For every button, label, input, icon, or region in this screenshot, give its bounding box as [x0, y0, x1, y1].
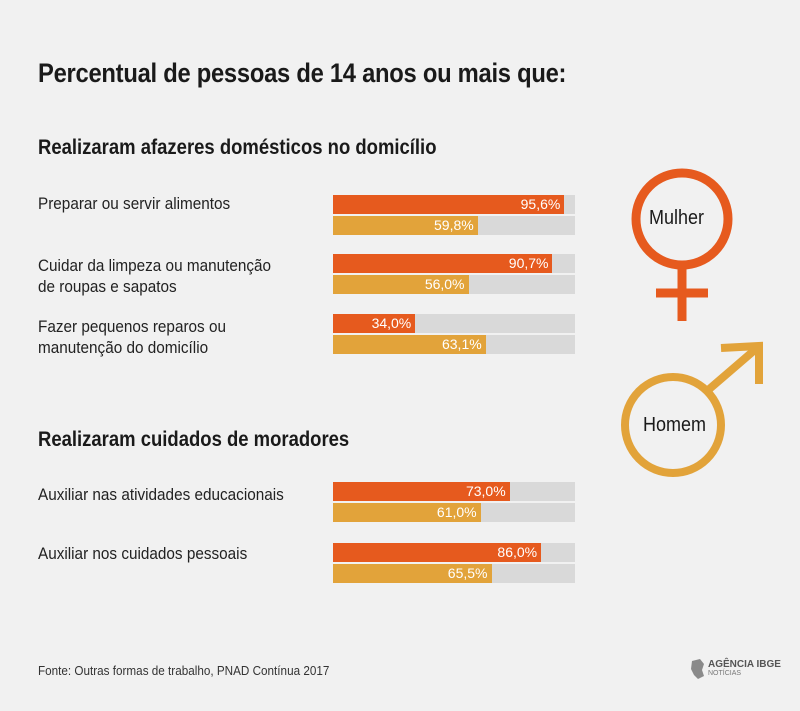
- agency-logo: AGÊNCIA IBGE NOTÍCIAS: [690, 658, 781, 680]
- bar-track: 61,0%: [333, 503, 575, 522]
- group-title-afazeres: Realizaram afazeres domésticos no domicí…: [38, 136, 437, 159]
- bar-track: 73,0%: [333, 482, 575, 501]
- data-label-mulher: 34,0%: [371, 315, 412, 331]
- bar-track: 65,5%: [333, 564, 575, 583]
- row-label: Auxiliar nos cuidados pessoais: [38, 544, 248, 563]
- female-symbol-icon: [631, 168, 733, 321]
- data-label-mulher: 90,7%: [508, 255, 549, 271]
- bar-track: 34,0%: [333, 314, 575, 333]
- data-label-mulher: 86,0%: [497, 544, 538, 560]
- group-title-cuidados: Realizaram cuidados de moradores: [38, 428, 350, 451]
- bar-track: 59,8%: [333, 216, 575, 235]
- row-label: Preparar ou servir alimentos: [38, 194, 231, 213]
- bar-mulher: 73,0%: [333, 482, 510, 501]
- data-label-mulher: 95,6%: [520, 196, 561, 212]
- bar-track: 86,0%: [333, 543, 575, 562]
- male-symbol-icon: [621, 341, 763, 477]
- logo-sub: NOTÍCIAS: [708, 670, 742, 677]
- bar-track: 63,1%: [333, 335, 575, 354]
- data-label-homem: 65,5%: [447, 565, 488, 581]
- bar-track: 56,0%: [333, 275, 575, 294]
- data-label-mulher: 73,0%: [465, 483, 506, 499]
- bar-mulher: 95,6%: [333, 195, 565, 214]
- bar-mulher: 86,0%: [333, 543, 542, 562]
- data-label-homem: 61,0%: [436, 504, 477, 520]
- row-label: Auxiliar nas atividades educacionais: [38, 485, 284, 504]
- bar-mulher: 90,7%: [333, 254, 553, 273]
- bar-track: 95,6%: [333, 195, 575, 214]
- bar-homem: 65,5%: [333, 564, 492, 583]
- row-label: Cuidar da limpeza ou manutenção: [38, 256, 272, 275]
- row-label: Fazer pequenos reparos ou: [38, 317, 226, 336]
- data-label-homem: 59,8%: [434, 217, 474, 233]
- row-label-line-2: de roupas e sapatos: [38, 277, 177, 296]
- bar-homem: 63,1%: [333, 335, 486, 354]
- bar-mulher: 34,0%: [333, 314, 416, 333]
- source-note: Fonte: Outras formas de trabalho, PNAD C…: [38, 663, 330, 678]
- data-label-homem: 63,1%: [441, 336, 482, 352]
- bar-homem: 56,0%: [333, 275, 469, 294]
- bar-homem: 61,0%: [333, 503, 481, 522]
- ibge-logo-icon: [691, 659, 704, 679]
- bar-homem: 59,8%: [333, 216, 478, 235]
- row-label-line-2: manutenção do domicílio: [38, 338, 209, 357]
- legend-label-mulher: Mulher: [649, 207, 705, 229]
- chart-title: Percentual de pessoas de 14 anos ou mais…: [38, 58, 567, 88]
- logo-brand: AGÊNCIA IBGE: [708, 659, 781, 670]
- bar-track: 90,7%: [333, 254, 575, 273]
- data-label-homem: 56,0%: [424, 276, 465, 292]
- legend-label-homem: Homem: [643, 414, 707, 436]
